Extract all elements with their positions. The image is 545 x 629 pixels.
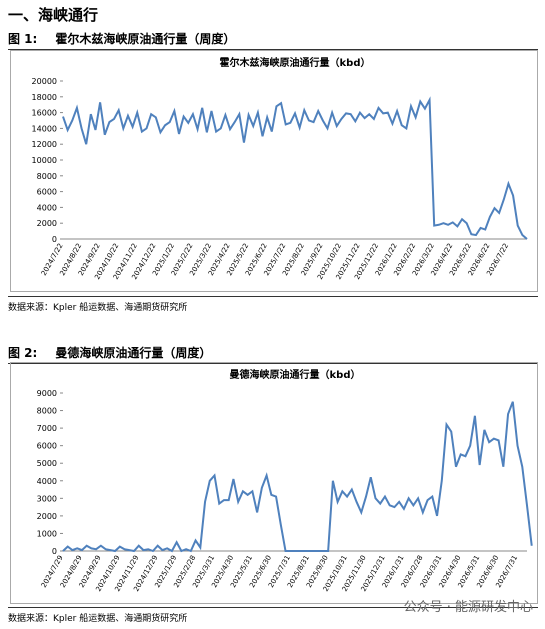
y-tick-label: 12000 xyxy=(32,140,57,149)
y-tick-label: 2000 xyxy=(37,512,57,521)
y-tick-label: 10000 xyxy=(32,156,57,165)
y-tick-label: 4000 xyxy=(37,203,57,212)
chart-title: 霍尔木兹海峡原油通行量（kbd） xyxy=(220,56,371,69)
y-tick-label: 6000 xyxy=(37,442,57,451)
y-tick-label: 4000 xyxy=(37,477,57,486)
y-tick-label: 7000 xyxy=(37,424,57,433)
figure-caption: 图 2: 曼德海峡原油通行量（周度） xyxy=(8,344,538,364)
y-tick-label: 8000 xyxy=(37,407,57,416)
figure-caption: 图 1: 霍尔木兹海峡原油通行量（周度） xyxy=(8,30,538,50)
series-line xyxy=(62,96,528,240)
y-tick-label: 8000 xyxy=(37,172,57,181)
y-tick-label: 9000 xyxy=(37,389,57,398)
figure-label: 图 2: xyxy=(8,346,38,360)
chart-title: 曼德海峡原油通行量（kbd） xyxy=(230,368,361,381)
chart: 霍尔木兹海峡原油通行量（kbd） 0 2000 4000 6000 8000 10000 12… xyxy=(10,50,538,292)
series-line xyxy=(62,401,533,553)
y-tick-label: 16000 xyxy=(32,109,57,118)
y-tick-label: 2000 xyxy=(37,219,57,228)
y-tick-label: 1000 xyxy=(37,529,57,538)
figure-title: 霍尔木兹海峡原油通行量（周度） xyxy=(55,32,236,46)
y-tick-label: 18000 xyxy=(32,93,57,102)
y-tick-label: 6000 xyxy=(37,188,57,197)
y-tick-label: 14000 xyxy=(32,124,57,133)
footer-mark: 公众号 · 能源研发中心 xyxy=(403,600,533,615)
section-title: 一、海峡通行 xyxy=(8,6,99,24)
figure-label: 图 1: xyxy=(8,32,38,46)
y-tick-label: 0 xyxy=(52,547,57,556)
y-tick-label: 0 xyxy=(52,235,57,244)
source: 数据来源：Kpler 船运数据、海通期货研究所 xyxy=(8,607,538,624)
source: 数据来源：Kpler 船运数据、海通期货研究所 xyxy=(8,296,538,313)
y-tick-label: 20000 xyxy=(32,77,57,86)
y-tick-label: 5000 xyxy=(37,459,57,468)
figure-title: 曼德海峡原油通行量（周度） xyxy=(55,346,212,360)
chart: 曼德海峡原油通行量（kbd） 0 1000 2000 3000 4000 5000 6000 7… xyxy=(10,362,538,604)
y-tick-label: 3000 xyxy=(37,494,57,503)
